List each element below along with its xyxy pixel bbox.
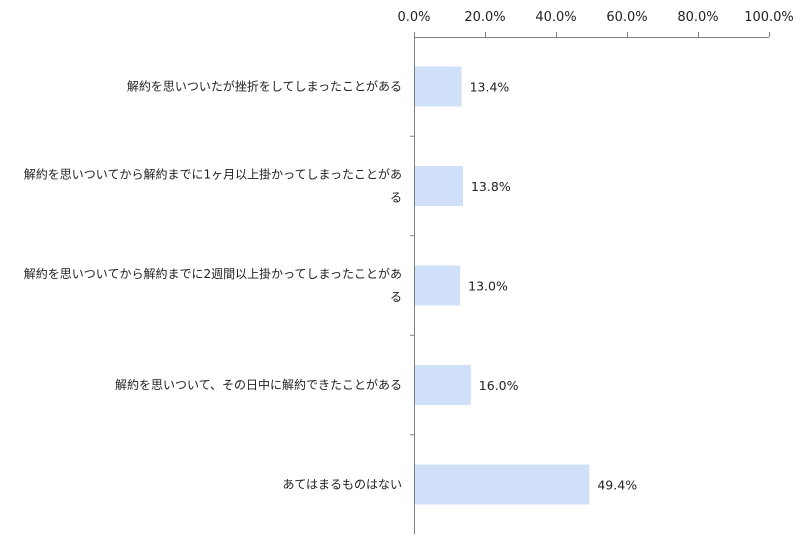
x-tick-label: 80.0% (677, 10, 718, 25)
x-tick-label: 0.0% (397, 10, 430, 25)
bar (415, 66, 462, 107)
x-tick-label: 60.0% (606, 10, 647, 25)
category-label: 解約を思いついてから解約までに2週間以上掛かってしまったことがあ (24, 266, 402, 281)
bar (415, 265, 461, 306)
data-label: 13.8% (471, 179, 511, 194)
data-label: 16.0% (479, 378, 519, 393)
x-tick-label: 20.0% (464, 10, 505, 25)
data-label: 49.4% (597, 478, 637, 493)
category-label: る (390, 290, 402, 304)
bar (415, 166, 463, 206)
x-tick-label: 100.0% (744, 10, 794, 25)
x-tick-label: 40.0% (535, 10, 576, 25)
category-label: る (390, 191, 402, 205)
category-label: 解約を思いついてから解約までに1ヶ月以上掛かってしまったことがあ (24, 167, 402, 182)
category-label: 解約を思いついたが挫折をしてしまったことがある (127, 79, 402, 94)
data-label: 13.0% (468, 279, 508, 294)
bar (415, 464, 590, 505)
category-label: あてはまるものはない (282, 478, 402, 492)
bar (415, 365, 471, 405)
data-label: 13.4% (470, 80, 510, 95)
category-label: 解約を思いついて、その日中に解約できたことがある (115, 377, 402, 392)
